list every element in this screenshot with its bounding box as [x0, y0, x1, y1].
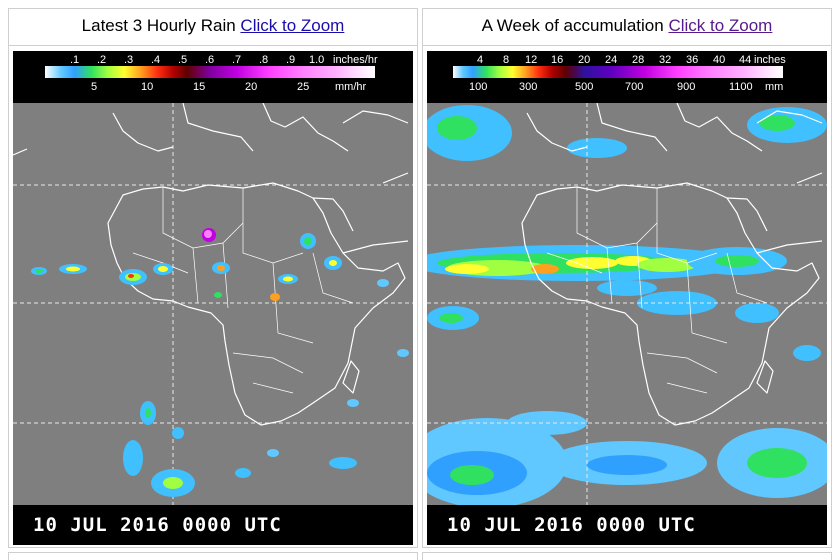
weekly-accumulation-image[interactable]: 4 8 12 16 20 24 28 32 36 40 44 inches 10… [427, 51, 827, 545]
hourly-rain-timestamp: 10 JUL 2016 0000 UTC [13, 505, 413, 545]
legend-tick: .4 [151, 54, 161, 66]
next-panel-edge-left [8, 552, 418, 560]
legend-tick: 25 [297, 81, 310, 93]
weekly-accumulation-map-graphic [427, 103, 827, 505]
legend-tick: 900 [677, 81, 696, 93]
legend-tick: .1 [70, 54, 80, 66]
weekly-accumulation-map [427, 103, 827, 505]
legend-tick: .5 [178, 54, 188, 66]
legend-tick: 5 [91, 81, 98, 93]
legend-tick: 32 [659, 54, 672, 66]
legend-tick: 100 [469, 81, 488, 93]
weekly-accumulation-header: A Week of accumulation Click to Zoom [423, 9, 831, 46]
legend-tick: 20 [245, 81, 258, 93]
legend-tick: 700 [625, 81, 644, 93]
legend-unit: mm [765, 81, 784, 93]
legend-tick: 20 [578, 54, 591, 66]
hourly-rain-title: Latest 3 Hourly Rain [81, 16, 236, 35]
legend-tick: 10 [141, 81, 154, 93]
next-panel-edge-right [422, 552, 832, 560]
hourly-rain-map [13, 103, 413, 505]
legend-tick: 500 [575, 81, 594, 93]
legend-tick: 1.0 [309, 54, 325, 66]
legend-tick: 28 [632, 54, 645, 66]
legend-tick: 40 [713, 54, 726, 66]
weekly-accumulation-zoom-link[interactable]: Click to Zoom [668, 16, 773, 35]
hourly-rain-image[interactable]: .1 .2 .3 .4 .5 .6 .7 .8 .9 1.0 inches/hr… [13, 51, 413, 545]
legend-tick: 300 [519, 81, 538, 93]
legend-tick: 1100 [729, 81, 753, 93]
weekly-accumulation-timestamp: 10 JUL 2016 0000 UTC [427, 505, 827, 545]
weekly-accumulation-colorbar [453, 66, 783, 78]
legend-tick: .6 [205, 54, 215, 66]
legend-unit: inches/hr [333, 54, 378, 66]
legend-tick: .7 [232, 54, 242, 66]
legend-tick: 16 [551, 54, 564, 66]
legend-tick: 24 [605, 54, 618, 66]
hourly-rain-panel: Latest 3 Hourly Rain Click to Zoom .1 .2… [8, 8, 418, 548]
legend-tick: 15 [193, 81, 206, 93]
legend-tick: 4 [477, 54, 484, 66]
legend-tick: .3 [124, 54, 134, 66]
legend-tick: 8 [503, 54, 510, 66]
legend-tick: .8 [259, 54, 269, 66]
weekly-accumulation-title: A Week of accumulation [481, 16, 664, 35]
legend-unit: inches [754, 54, 786, 66]
hourly-rain-colorbar [45, 66, 375, 78]
hourly-rain-zoom-link[interactable]: Click to Zoom [240, 16, 345, 35]
hourly-rain-header: Latest 3 Hourly Rain Click to Zoom [9, 9, 417, 46]
legend-tick: 44 [739, 54, 752, 66]
weekly-accumulation-panel: A Week of accumulation Click to Zoom 4 8… [422, 8, 832, 548]
legend-tick: 12 [525, 54, 538, 66]
hourly-rain-map-graphic [13, 103, 413, 505]
legend-unit: mm/hr [335, 81, 367, 93]
legend-tick: .9 [286, 54, 296, 66]
weekly-accumulation-legend: 4 8 12 16 20 24 28 32 36 40 44 inches 10… [427, 51, 827, 103]
legend-tick: .2 [97, 54, 107, 66]
legend-tick: 36 [686, 54, 699, 66]
hourly-rain-legend: .1 .2 .3 .4 .5 .6 .7 .8 .9 1.0 inches/hr… [13, 51, 413, 103]
